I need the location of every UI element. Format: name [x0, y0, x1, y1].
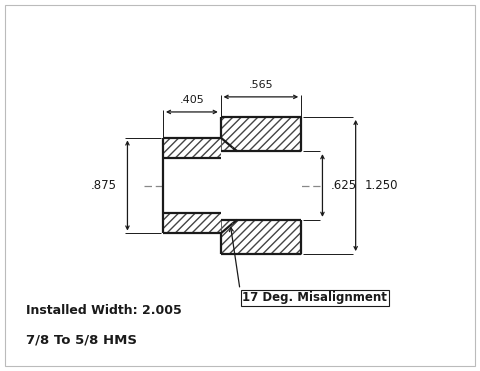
Text: Installed Width: 2.005: Installed Width: 2.005 [26, 304, 182, 317]
Text: .405: .405 [180, 95, 204, 105]
Polygon shape [163, 158, 221, 213]
Text: .875: .875 [91, 179, 117, 192]
Polygon shape [221, 117, 301, 151]
Polygon shape [163, 213, 221, 233]
Polygon shape [221, 220, 301, 254]
Polygon shape [163, 138, 221, 158]
Text: .625: .625 [331, 179, 357, 192]
Text: .565: .565 [249, 80, 273, 90]
Text: 7/8 To 5/8 HMS: 7/8 To 5/8 HMS [26, 334, 137, 347]
Text: 1.250: 1.250 [364, 179, 398, 192]
Polygon shape [221, 151, 301, 220]
Text: 17 Deg. Misalignment: 17 Deg. Misalignment [242, 292, 387, 305]
